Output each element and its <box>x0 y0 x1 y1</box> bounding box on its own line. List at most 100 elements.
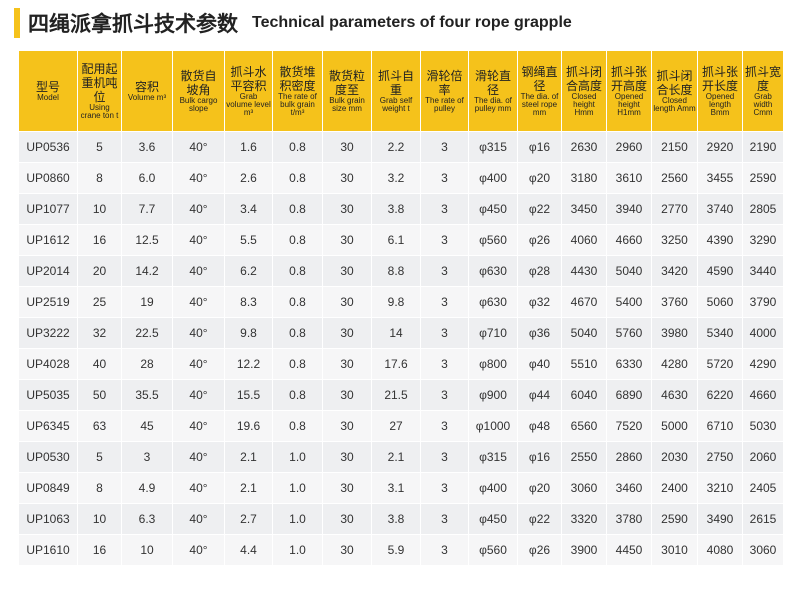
header-en: The rate of bulk grain t/m³ <box>278 92 317 117</box>
table-cell: 4290 <box>742 348 784 380</box>
header-en: The rate of pulley <box>425 96 464 113</box>
header-cell: 散货堆积密度 The rate of bulk grain t/m³ <box>272 50 323 132</box>
header-zh: 抓斗宽度 <box>745 65 782 93</box>
table-row: UP3222 32 22.5 40° 9.8 0.8 30 14 3 φ710 φ36 5040 576… <box>18 317 784 349</box>
table-cell: 2920 <box>697 131 743 163</box>
table-cell: 4.9 <box>121 472 173 504</box>
table-cell: 63 <box>77 410 122 442</box>
table-cell: 8 <box>77 472 122 504</box>
table-cell: φ22 <box>517 503 562 535</box>
table-cell: 40° <box>172 131 225 163</box>
table-cell: 40° <box>172 255 225 287</box>
table-cell: 2.1 <box>371 441 421 473</box>
table-cell: 2030 <box>651 441 698 473</box>
table-row: UP6345 63 45 40° 19.6 0.8 30 27 3 φ1000 φ48 6560 752… <box>18 410 784 442</box>
header-zh: 钢绳直径 <box>521 65 558 93</box>
table-cell: φ400 <box>468 472 518 504</box>
table-cell: 14 <box>371 317 421 349</box>
table-cell: 4430 <box>561 255 607 287</box>
table-cell: 40 <box>77 348 122 380</box>
table-cell: 3 <box>420 472 469 504</box>
table-cell: 3 <box>420 348 469 380</box>
table-cell: 3010 <box>651 534 698 566</box>
table-cell: 3610 <box>606 162 652 194</box>
table-row: UP1063 10 6.3 40° 2.7 1.0 30 3.8 3 φ450 φ22 3320 378… <box>18 503 784 535</box>
table-cell: UP6345 <box>18 410 78 442</box>
table-cell: 40° <box>172 162 225 194</box>
header-cell: 抓斗闭合长度 Closed length Amm <box>651 50 698 132</box>
table-cell: 1.0 <box>272 472 323 504</box>
table-cell: 3.6 <box>121 131 173 163</box>
table-cell: 3790 <box>742 286 784 318</box>
table-cell: 0.8 <box>272 286 323 318</box>
table-cell: 3780 <box>606 503 652 535</box>
table-cell: 3 <box>420 224 469 256</box>
table-cell: 30 <box>322 193 372 225</box>
table-cell: 2.2 <box>371 131 421 163</box>
header-zh: 抓斗自重 <box>377 69 414 97</box>
table-cell: 40° <box>172 286 225 318</box>
table-cell: 3210 <box>697 472 743 504</box>
table-cell: φ560 <box>468 534 518 566</box>
header-en: Bulk grain size mm <box>329 96 365 113</box>
table-cell: 28 <box>121 348 173 380</box>
header-zh: 滑轮直径 <box>474 69 511 97</box>
table-cell: UP0536 <box>18 131 78 163</box>
table-cell: 2805 <box>742 193 784 225</box>
spec-table: 型号 Model 配用起重机吨位 Using crane ton t 容积 Volume … <box>18 50 784 566</box>
table-cell: 30 <box>322 286 372 318</box>
header-cell: 配用起重机吨位 Using crane ton t <box>77 50 122 132</box>
header-en: Grab volume level m³ <box>226 92 271 117</box>
table-cell: 3 <box>420 534 469 566</box>
table-cell: 0.8 <box>272 131 323 163</box>
table-cell: 3250 <box>651 224 698 256</box>
table-cell: 25 <box>77 286 122 318</box>
table-cell: φ315 <box>468 131 518 163</box>
table-cell: 3290 <box>742 224 784 256</box>
table-cell: 6.2 <box>224 255 273 287</box>
table-cell: 3 <box>420 441 469 473</box>
table-row: UP0860 8 6.0 40° 2.6 0.8 30 3.2 3 φ400 φ20 3180 3610… <box>18 162 784 194</box>
table-cell: 16 <box>77 224 122 256</box>
table-cell: 0.8 <box>272 379 323 411</box>
table-cell: 10 <box>77 193 122 225</box>
table-cell: 6710 <box>697 410 743 442</box>
table-cell: 40° <box>172 472 225 504</box>
table-cell: 35.5 <box>121 379 173 411</box>
table-cell: 7520 <box>606 410 652 442</box>
table-cell: 3180 <box>561 162 607 194</box>
table-cell: 5400 <box>606 286 652 318</box>
table-cell: 30 <box>322 255 372 287</box>
table-cell: 6560 <box>561 410 607 442</box>
header-en: Closed height Hmm <box>571 92 597 117</box>
table-cell: 30 <box>322 131 372 163</box>
table-cell: 4390 <box>697 224 743 256</box>
table-cell: 3 <box>420 379 469 411</box>
title-accent <box>14 8 20 38</box>
table-cell: 2.1 <box>224 441 273 473</box>
table-cell: 2.6 <box>224 162 273 194</box>
header-en: Opened length Bmm <box>705 92 735 117</box>
table-cell: 5340 <box>697 317 743 349</box>
header-zh: 容积 <box>134 80 159 94</box>
table-cell: 3490 <box>697 503 743 535</box>
table-cell: 2400 <box>651 472 698 504</box>
header-cell: 抓斗闭合高度 Closed height Hmm <box>561 50 607 132</box>
table-cell: 45 <box>121 410 173 442</box>
table-cell: 3.4 <box>224 193 273 225</box>
table-cell: φ450 <box>468 193 518 225</box>
table-cell: 2060 <box>742 441 784 473</box>
table-cell: 1.0 <box>272 441 323 473</box>
table-cell: 40° <box>172 379 225 411</box>
table-cell: 19.6 <box>224 410 273 442</box>
table-cell: 2190 <box>742 131 784 163</box>
table-row: UP0536 5 3.6 40° 1.6 0.8 30 2.2 3 φ315 φ16 2630 2960… <box>18 131 784 163</box>
table-cell: 3460 <box>606 472 652 504</box>
table-cell: 4670 <box>561 286 607 318</box>
table-cell: 10 <box>121 534 173 566</box>
table-cell: 5040 <box>606 255 652 287</box>
table-cell: φ16 <box>517 441 562 473</box>
table-cell: 3455 <box>697 162 743 194</box>
table-cell: 3 <box>420 162 469 194</box>
